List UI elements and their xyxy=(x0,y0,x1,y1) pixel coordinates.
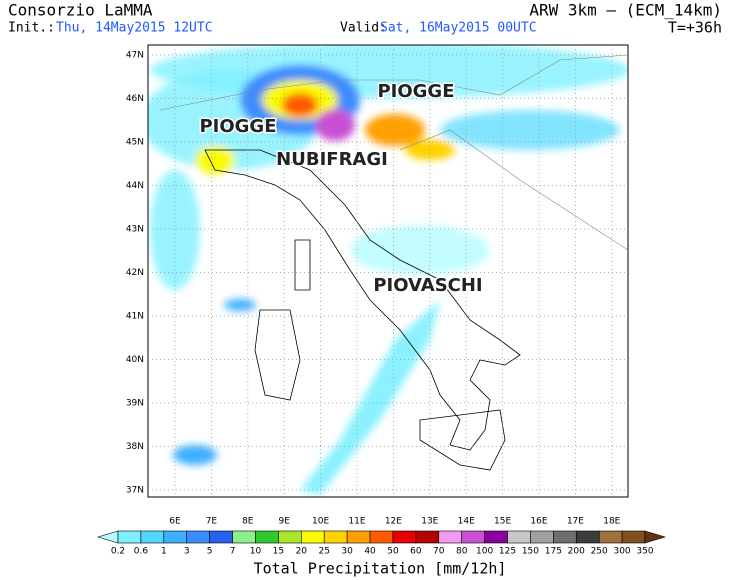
colorbar: 0.2 0.6 1 3 5 7 10 15 20 25 30 40 50 60 70 80 100 125 150 1… xyxy=(96,530,667,557)
colorbar-tick-label: 0.6 xyxy=(134,547,149,557)
lon-label: 11E xyxy=(348,517,365,527)
colorbar-box xyxy=(553,530,577,544)
colorbar-tick-label: 125 xyxy=(499,547,516,557)
colorbar-tick-label: 80 xyxy=(456,547,468,557)
lat-label: 41N xyxy=(126,312,144,322)
colorbar-box xyxy=(209,530,233,544)
annotation: NUBIFRAGI xyxy=(276,149,388,170)
colorbar-box xyxy=(507,530,531,544)
lat-label: 39N xyxy=(126,399,144,409)
annotation: PIOVASCHI xyxy=(373,275,482,296)
valid-label: Valid: xyxy=(340,21,387,36)
colorbar-tick-label: 200 xyxy=(568,547,585,557)
lon-label: 8E xyxy=(242,517,254,527)
lead-time: T=+36h xyxy=(668,19,722,37)
lon-label: 9E xyxy=(278,517,290,527)
colorbar-tick-label: 15 xyxy=(273,547,284,557)
colorbar-tick-label: 20 xyxy=(296,547,308,557)
colorbar-box xyxy=(484,530,508,544)
precip xyxy=(148,45,628,495)
lat-label: 47N xyxy=(126,51,144,61)
colorbar-tick-label: 250 xyxy=(591,547,608,557)
colorbar-box xyxy=(255,530,279,544)
colorbar-label: Total Precipitation [mm/12h] xyxy=(254,560,507,578)
lat-label: 46N xyxy=(126,94,144,104)
colorbar-tick-label: 5 xyxy=(207,547,213,557)
init-label: Init.: xyxy=(8,21,55,36)
lon-label: 17E xyxy=(567,517,584,527)
colorbar-box xyxy=(346,530,371,544)
colorbar-tick-label: 150 xyxy=(522,547,539,557)
colorbar-box xyxy=(140,530,165,544)
lon-label: 18E xyxy=(603,517,620,527)
colorbar-tick-label: 0.2 xyxy=(111,547,125,557)
colorbar-box xyxy=(621,530,646,544)
colorbar-tick-label: 30 xyxy=(341,547,353,557)
colorbar-box xyxy=(392,530,417,544)
colorbar-tick-label: 100 xyxy=(476,547,493,557)
map-frame xyxy=(147,44,629,498)
colorbar-box xyxy=(598,530,623,544)
colorbar-arrow xyxy=(96,530,119,544)
lon-label: 13E xyxy=(421,517,438,527)
colorbar-box xyxy=(232,530,256,544)
colorbar-box xyxy=(186,530,210,544)
borders xyxy=(159,54,628,251)
title: Consorzio LaMMA xyxy=(8,1,153,20)
valid-time: Sat, 16May2015 00UTC xyxy=(380,21,537,36)
colorbar-box xyxy=(461,530,485,544)
coastline xyxy=(204,149,521,471)
model: ARW 3km – (ECM_14km) xyxy=(529,1,722,20)
colorbar-tick-label: 175 xyxy=(545,547,562,557)
lon-label: 15E xyxy=(494,517,511,527)
colorbar-tick-label: 3 xyxy=(184,547,190,557)
colorbar-tick-label: 300 xyxy=(613,547,630,557)
annotation: PIOGGE xyxy=(377,81,454,102)
colorbar-box xyxy=(117,530,142,544)
lon-label: 10E xyxy=(312,517,329,527)
colorbar-tick-label: 25 xyxy=(318,547,329,557)
colorbar-tick-label: 50 xyxy=(387,547,399,557)
graticule: 47N 46N 45N 44N 43N 42N 41N 40N 39N 38N 37N 6E 7E 8E 9… xyxy=(126,45,628,527)
colorbar-box xyxy=(575,530,600,544)
colorbar-box xyxy=(438,530,462,544)
colorbar-box xyxy=(323,530,348,544)
colorbar-arrow xyxy=(644,530,667,544)
lat-label: 38N xyxy=(126,442,144,452)
colorbar-box xyxy=(415,530,440,544)
annotation: PIOGGE xyxy=(199,116,276,137)
lat-label: 37N xyxy=(126,486,144,496)
colorbar-tick-label: 1 xyxy=(161,547,167,557)
map-field xyxy=(148,45,628,497)
colorbar-tick-label: 10 xyxy=(250,547,262,557)
lat-label: 43N xyxy=(126,225,144,235)
colorbar-tick-label: 70 xyxy=(433,547,445,557)
colorbar-box xyxy=(301,530,325,544)
init-time: Thu, 14May2015 12UTC xyxy=(56,21,213,36)
lat-label: 45N xyxy=(126,138,144,148)
lon-label: 6E xyxy=(169,517,181,527)
colorbar-box xyxy=(530,530,554,544)
lon-label: 7E xyxy=(206,517,218,527)
lon-label: 12E xyxy=(385,517,402,527)
lon-label: 16E xyxy=(530,517,547,527)
lon-label: 14E xyxy=(458,517,475,527)
colorbar-box xyxy=(369,530,394,544)
colorbar-tick-label: 350 xyxy=(636,547,653,557)
colorbar-tick-label: 60 xyxy=(410,547,422,557)
colorbar-box xyxy=(163,530,188,544)
lat-label: 42N xyxy=(126,268,144,278)
colorbar-tick-label: 40 xyxy=(364,547,376,557)
lat-label: 40N xyxy=(126,355,144,365)
colorbar-box xyxy=(278,530,302,544)
lat-label: 44N xyxy=(126,181,144,191)
colorbar-tick-label: 7 xyxy=(230,547,236,557)
